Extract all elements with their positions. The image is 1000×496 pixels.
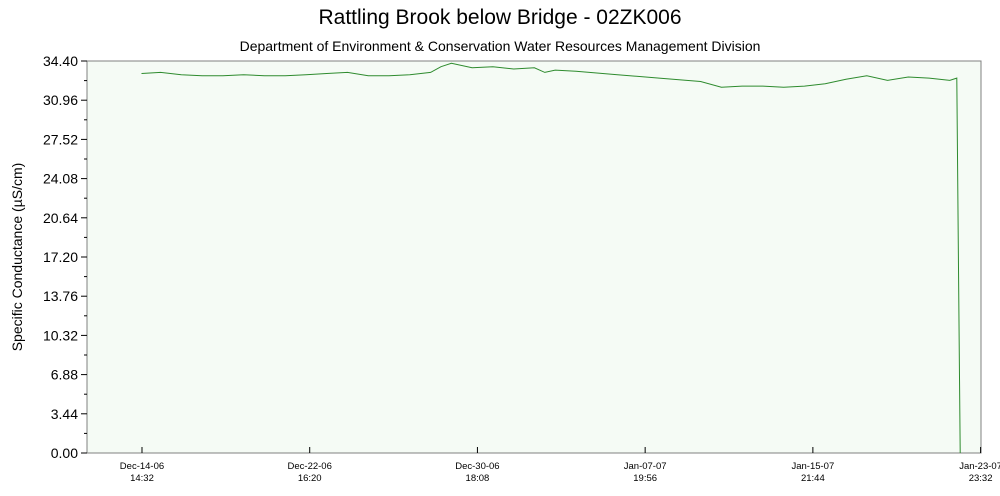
x-tick-time: 18:08 xyxy=(466,473,490,484)
x-tick-time: 14:32 xyxy=(130,473,154,484)
x-tick-time: 23:32 xyxy=(969,473,993,484)
y-tick-label: 0.00 xyxy=(51,445,78,461)
x-tick-date: Jan-07-07 xyxy=(624,461,667,472)
y-tick-label: 10.32 xyxy=(43,327,78,343)
y-tick-label: 13.76 xyxy=(43,288,78,304)
series-line xyxy=(141,62,961,454)
x-tick-time: 16:20 xyxy=(298,473,322,484)
y-tick-label: 20.64 xyxy=(43,210,78,226)
x-tick-date: Dec-14-06 xyxy=(120,461,164,472)
y-tick-label: 30.96 xyxy=(43,92,78,108)
x-tick-date: Jan-23-07 xyxy=(959,461,1000,472)
y-tick-label: 6.88 xyxy=(51,367,78,383)
y-tick-label: 24.08 xyxy=(43,171,78,187)
x-tick-date: Jan-15-07 xyxy=(791,461,834,472)
x-tick-time: 21:44 xyxy=(801,473,825,484)
x-tick-date: Dec-30-06 xyxy=(455,461,499,472)
y-axis: 34.40 30.96 27.52 24.08 20.64 17.20 13.76 10.32… xyxy=(43,53,87,461)
chart-title: Rattling Brook below Bridge - 02ZK006 xyxy=(318,6,682,29)
y-tick-label: 17.20 xyxy=(43,249,78,265)
chart-subtitle: Department of Environment & Conservation… xyxy=(239,38,761,54)
y-tick-label: 27.52 xyxy=(43,131,78,147)
x-tick-time: 19:56 xyxy=(633,473,657,484)
y-axis-label: Specific Conductance (µS/cm) xyxy=(9,163,25,352)
x-tick-date: Dec-22-06 xyxy=(288,461,332,472)
y-tick-label: 3.44 xyxy=(51,406,78,422)
y-tick-label: 34.40 xyxy=(43,53,78,69)
plot-area xyxy=(86,60,982,454)
